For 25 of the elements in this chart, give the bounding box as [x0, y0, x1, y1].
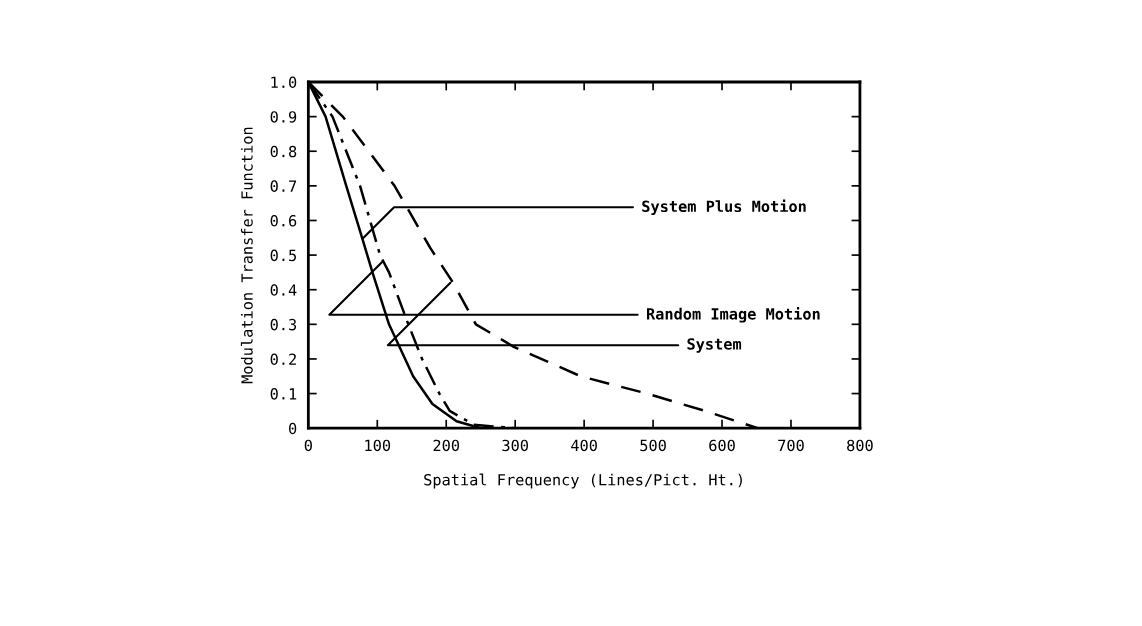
y-tick-label: 0.8: [270, 145, 297, 158]
y-tick-label: 0.2: [270, 353, 296, 366]
x-tick-label: 700: [778, 439, 804, 452]
y-tick-label: 1.0: [271, 76, 297, 89]
annotation: System Plus Motion: [642, 199, 806, 216]
y-tick-label: 0.5: [270, 249, 297, 262]
x-tick-label: 0: [304, 439, 312, 452]
x-tick-label: 500: [640, 439, 666, 452]
y-tick-label: 0.7: [270, 180, 297, 192]
x-tick-label: 600: [709, 439, 735, 452]
y-axis-title: Modulation Transfer Function: [240, 127, 253, 384]
x-tick-label: 800: [847, 439, 873, 452]
x-tick-label: 200: [433, 439, 460, 452]
x-tick-label: 300: [502, 439, 528, 452]
y-tick-label: 0.9: [270, 111, 297, 123]
x-tick-label: 400: [571, 439, 597, 452]
y-tick-label: 0.3: [270, 318, 297, 331]
x-axis-title: Spatial Frequency (Lines/Pict. Ht.): [424, 473, 742, 489]
y-tick-label: 0.6: [270, 214, 297, 227]
y-tick-label: 0: [289, 422, 297, 435]
y-tick-label: 0.4: [270, 284, 297, 296]
annotation: System: [687, 338, 742, 353]
annotation: Random Image Motion: [647, 306, 820, 323]
y-tick-label: 0.1: [270, 388, 297, 400]
x-tick-label: 100: [365, 439, 391, 452]
